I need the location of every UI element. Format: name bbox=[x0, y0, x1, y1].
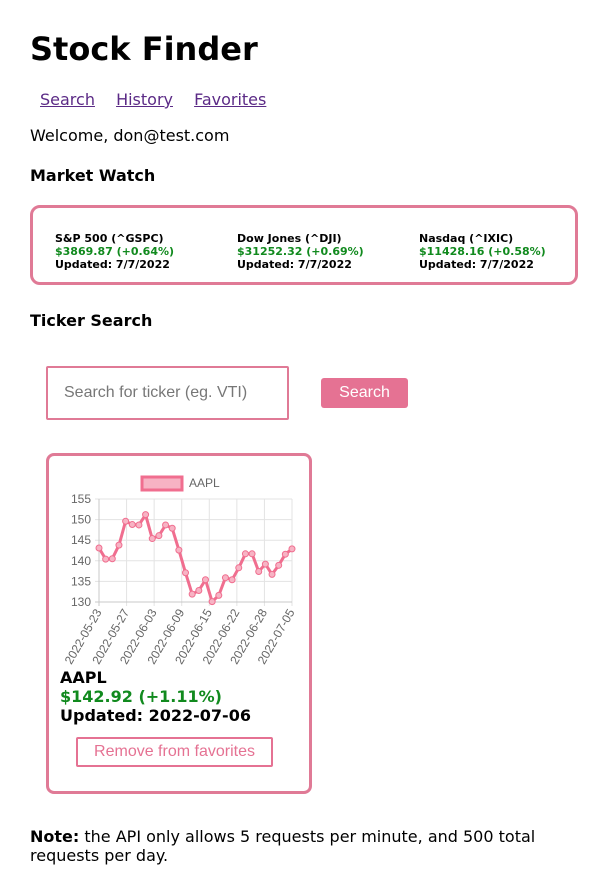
welcome-message: Welcome, don@test.com bbox=[30, 126, 230, 145]
y-tick-label: 150 bbox=[71, 513, 91, 527]
data-point bbox=[95, 544, 103, 552]
data-point bbox=[255, 568, 263, 576]
nav-link-history[interactable]: History bbox=[116, 90, 173, 109]
market-watch-heading: Market Watch bbox=[30, 166, 156, 185]
legend-label: AAPL bbox=[189, 476, 220, 490]
index-name: S&P 500 (^GSPC) bbox=[55, 232, 164, 245]
note-text: the API only allows 5 requests per minut… bbox=[30, 827, 536, 865]
price-chart: 1301351401451501552022-05-232022-05-2720… bbox=[62, 475, 298, 666]
market-watch-panel: S&P 500 (^GSPC) $3869.87 (+0.64%) Update… bbox=[30, 205, 578, 285]
data-point bbox=[215, 591, 223, 599]
data-point bbox=[221, 574, 229, 582]
data-point bbox=[208, 598, 216, 606]
data-point bbox=[128, 521, 136, 529]
y-tick-label: 130 bbox=[71, 595, 91, 609]
nav-link-favorites[interactable]: Favorites bbox=[194, 90, 267, 109]
y-tick-label: 145 bbox=[71, 533, 91, 547]
data-point bbox=[115, 541, 123, 549]
ticker-search-heading: Ticker Search bbox=[30, 311, 153, 330]
data-point bbox=[182, 569, 190, 577]
data-point bbox=[275, 561, 283, 569]
data-point bbox=[288, 545, 296, 553]
data-point bbox=[135, 521, 143, 529]
data-point bbox=[228, 576, 236, 584]
index-sp500: S&P 500 (^GSPC) $3869.87 (+0.64%) Update… bbox=[55, 232, 174, 271]
remove-from-favorites-button[interactable]: Remove from favorites bbox=[76, 737, 273, 767]
main-nav: Search History Favorites bbox=[40, 90, 282, 109]
index-name: Dow Jones (^DJI) bbox=[237, 232, 342, 245]
data-point bbox=[201, 576, 209, 584]
data-point bbox=[235, 564, 243, 572]
data-point bbox=[108, 555, 116, 563]
index-updated: Updated: 7/7/2022 bbox=[55, 258, 170, 271]
index-dow: Dow Jones (^DJI) $31252.32 (+0.69%) Upda… bbox=[237, 232, 364, 271]
index-updated: Updated: 7/7/2022 bbox=[419, 258, 534, 271]
y-tick-label: 140 bbox=[71, 554, 91, 568]
index-price: $3869.87 (+0.64%) bbox=[55, 245, 175, 258]
search-button[interactable]: Search bbox=[321, 378, 408, 408]
data-point bbox=[162, 521, 170, 529]
index-price: $11428.16 (+0.58%) bbox=[419, 245, 546, 258]
favorite-info: AAPL $142.92 (+1.11%) Updated: 2022-07-0… bbox=[60, 668, 251, 725]
data-point bbox=[268, 570, 276, 578]
data-point bbox=[148, 535, 156, 543]
data-point bbox=[188, 590, 196, 598]
favorite-price: $142.92 (+1.11%) bbox=[60, 687, 222, 706]
index-nasdaq: Nasdaq (^IXIC) $11428.16 (+0.58%) Update… bbox=[419, 232, 546, 271]
data-point bbox=[248, 550, 256, 558]
data-point bbox=[155, 532, 163, 540]
nav-link-search[interactable]: Search bbox=[40, 90, 95, 109]
data-point bbox=[122, 517, 130, 525]
favorite-ticker: AAPL bbox=[60, 668, 107, 687]
ticker-search-input[interactable] bbox=[46, 366, 289, 420]
favorite-card: 130 135 140 145 150 155 2022-05-23 2022-05-27 20… bbox=[46, 453, 312, 794]
index-name: Nasdaq (^IXIC) bbox=[419, 232, 514, 245]
favorite-updated: Updated: 2022-07-06 bbox=[60, 706, 251, 725]
data-point bbox=[281, 550, 289, 558]
y-tick-label: 135 bbox=[71, 574, 91, 588]
note-label: Note: bbox=[30, 827, 80, 846]
data-point bbox=[175, 546, 183, 554]
data-point bbox=[195, 586, 203, 594]
page-title: Stock Finder bbox=[30, 30, 258, 68]
data-point bbox=[241, 550, 249, 558]
api-note: Note: the API only allows 5 requests per… bbox=[30, 827, 590, 865]
data-point bbox=[142, 511, 150, 519]
y-tick-label: 155 bbox=[71, 492, 91, 506]
data-point bbox=[168, 524, 176, 532]
index-updated: Updated: 7/7/2022 bbox=[237, 258, 352, 271]
index-price: $31252.32 (+0.69%) bbox=[237, 245, 364, 258]
legend-swatch bbox=[140, 475, 184, 492]
data-point bbox=[102, 555, 110, 563]
data-point bbox=[261, 560, 269, 568]
series-line bbox=[97, 513, 293, 604]
